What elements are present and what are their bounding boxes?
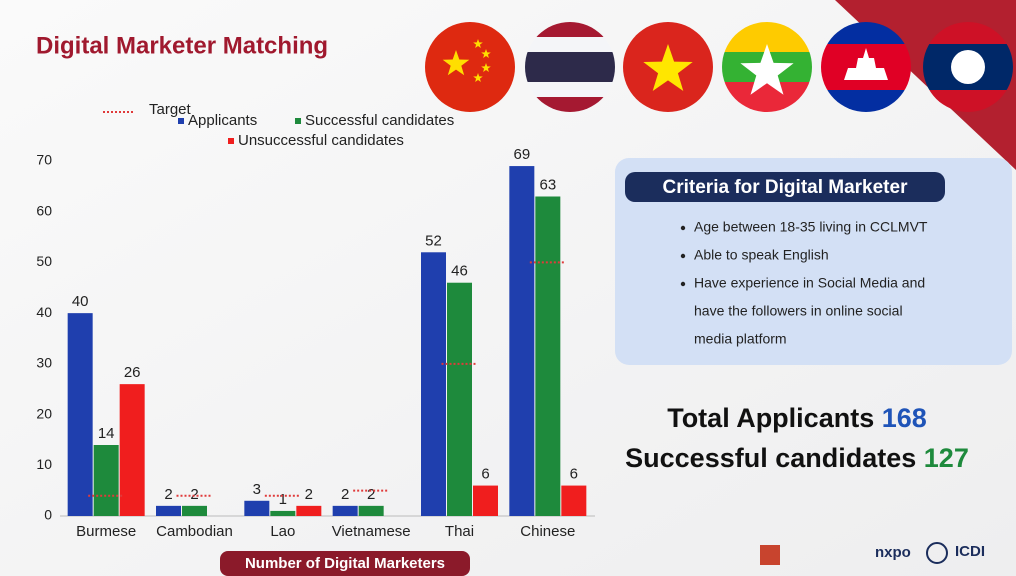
bar xyxy=(447,283,472,516)
x-tick-label: Cambodian xyxy=(156,523,233,540)
y-tick-label: 20 xyxy=(36,405,52,421)
legend-label: Target xyxy=(149,101,192,118)
bar xyxy=(473,486,498,516)
total-applicants: Total Applicants 168 xyxy=(667,403,927,433)
y-tick-label: 50 xyxy=(36,253,52,269)
bar xyxy=(535,197,560,517)
value-label: 2 xyxy=(305,486,313,503)
x-tick-label: Lao xyxy=(270,523,295,540)
value-label: 26 xyxy=(124,364,141,381)
total-value: 127 xyxy=(924,443,969,473)
y-tick-label: 0 xyxy=(44,507,52,523)
legend-swatch xyxy=(228,138,234,144)
bar xyxy=(359,506,384,516)
x-tick-label: Chinese xyxy=(520,523,575,540)
bar xyxy=(421,252,446,516)
bar xyxy=(509,166,534,516)
logo-mark xyxy=(760,545,780,565)
bar xyxy=(296,506,321,516)
y-tick-label: 70 xyxy=(36,152,52,168)
value-label: 6 xyxy=(481,466,489,483)
value-label: 52 xyxy=(425,232,442,249)
value-label: 14 xyxy=(98,425,115,442)
bar xyxy=(182,506,207,516)
bullet xyxy=(681,254,685,258)
bullet xyxy=(681,282,685,286)
bar xyxy=(94,445,119,516)
criteria-item: Have experience in Social Media and xyxy=(694,275,925,291)
flag-stripe xyxy=(524,82,616,97)
total-label: Total Applicants xyxy=(667,403,874,433)
value-label: 46 xyxy=(451,263,468,280)
legend-swatch xyxy=(295,118,301,124)
y-tick-label: 30 xyxy=(36,355,52,371)
logo-text: ICDI xyxy=(955,543,985,560)
bar xyxy=(120,384,145,516)
value-label: 2 xyxy=(341,486,349,503)
total-successful: Successful candidates 127 xyxy=(625,443,969,473)
value-label: 40 xyxy=(72,293,89,310)
x-tick-label: Burmese xyxy=(76,523,136,540)
bullet xyxy=(681,226,685,230)
criteria-item: media platform xyxy=(694,331,787,347)
value-label: 6 xyxy=(570,466,578,483)
value-label: 2 xyxy=(190,486,198,503)
bar xyxy=(156,506,181,516)
legend-label: Successful candidates xyxy=(305,112,454,129)
x-axis-label: Number of Digital Marketers xyxy=(245,555,445,572)
legend-label: Unsuccessful candidates xyxy=(238,132,404,149)
total-label: Successful candidates xyxy=(625,443,916,473)
bar xyxy=(561,486,586,516)
flag-stripe xyxy=(524,52,616,82)
y-tick-label: 60 xyxy=(36,202,52,218)
flag-stripe xyxy=(524,37,616,52)
logo-text: nxpo xyxy=(875,544,911,561)
flag-disc xyxy=(951,50,985,84)
chart-title: Digital Marketer Matching xyxy=(36,32,328,59)
y-tick-label: 10 xyxy=(36,456,52,472)
legend-label: Applicants xyxy=(188,112,257,129)
value-label: 2 xyxy=(164,486,172,503)
value-label: 69 xyxy=(513,146,530,163)
criteria-item: Age between 18-35 living in CCLMVT xyxy=(694,219,928,235)
criteria-title: Criteria for Digital Marketer xyxy=(663,177,909,198)
criteria-item: Able to speak English xyxy=(694,247,829,263)
y-tick-label: 40 xyxy=(36,304,52,320)
x-tick-label: Thai xyxy=(445,523,474,540)
bar xyxy=(270,511,295,516)
x-tick-label: Vietnamese xyxy=(332,523,411,540)
bar xyxy=(68,313,93,516)
criteria-item: have the followers in online social xyxy=(694,303,903,319)
value-label: 63 xyxy=(539,176,556,193)
total-value: 168 xyxy=(882,403,927,433)
value-label: 3 xyxy=(253,481,261,498)
slide: Digital Marketer Matching Criteria for D… xyxy=(0,0,1016,576)
legend-swatch xyxy=(178,118,184,124)
value-label: 1 xyxy=(279,491,287,508)
bar xyxy=(244,501,269,516)
bar xyxy=(333,506,358,516)
value-label: 2 xyxy=(367,486,375,503)
